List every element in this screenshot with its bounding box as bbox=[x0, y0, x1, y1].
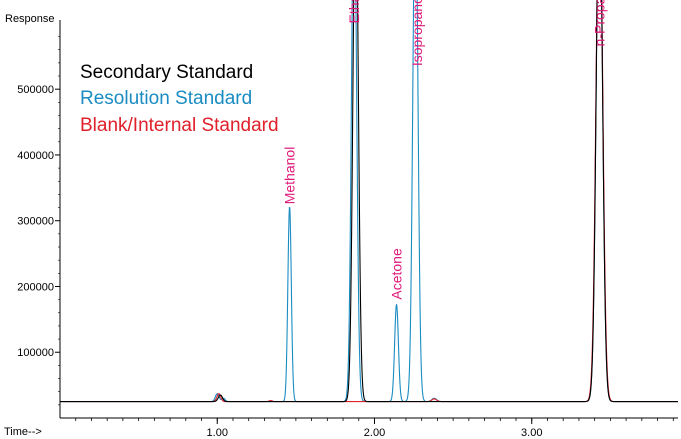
y-tick-label: 100000 bbox=[17, 347, 54, 359]
peak-label-ethanol: Ethanol bbox=[346, 0, 362, 23]
legend: Secondary Standard Resolution Standard B… bbox=[80, 62, 279, 136]
peak-label-methanol: Methanol bbox=[282, 147, 298, 205]
series-line-secondary-standard bbox=[60, 0, 678, 403]
legend-entry-blank-internal-standard: Blank/Internal Standard bbox=[80, 115, 279, 136]
y-tick-label: 400000 bbox=[17, 150, 54, 162]
series-line-resolution-standard bbox=[60, 0, 678, 403]
x-tick-label: 1.00 bbox=[207, 427, 228, 439]
x-major-ticks: 1.00 2.00 3.00 bbox=[207, 418, 542, 439]
x-axis-title: Time--> bbox=[4, 426, 42, 438]
y-axis-title: Response bbox=[5, 13, 55, 25]
legend-entry-secondary-standard: Secondary Standard bbox=[80, 62, 253, 83]
series-line-blank-internal-standard bbox=[60, 0, 678, 403]
y-ticks: 100000 200000 300000 400000 500000 bbox=[17, 36, 60, 406]
x-tick-label: 3.00 bbox=[521, 427, 542, 439]
peak-label-isopropanol: Isopropanol bbox=[409, 0, 425, 66]
peak-label-n-propanol: n-Propanol bbox=[591, 0, 607, 46]
y-tick-label: 300000 bbox=[17, 216, 54, 228]
y-tick-label: 500000 bbox=[17, 84, 54, 96]
peak-annotations: Methanol Ethanol Acetone Isopropanol n-Propa… bbox=[282, 0, 608, 300]
y-tick-label: 200000 bbox=[17, 281, 54, 293]
legend-entry-resolution-standard: Resolution Standard bbox=[80, 88, 252, 109]
series-group bbox=[60, 0, 678, 403]
x-tick-label: 2.00 bbox=[364, 427, 385, 439]
peak-label-acetone: Acetone bbox=[389, 248, 405, 300]
axes: 1.00 2.00 3.00 100000 200000 300000 400000 500… bbox=[17, 20, 678, 439]
